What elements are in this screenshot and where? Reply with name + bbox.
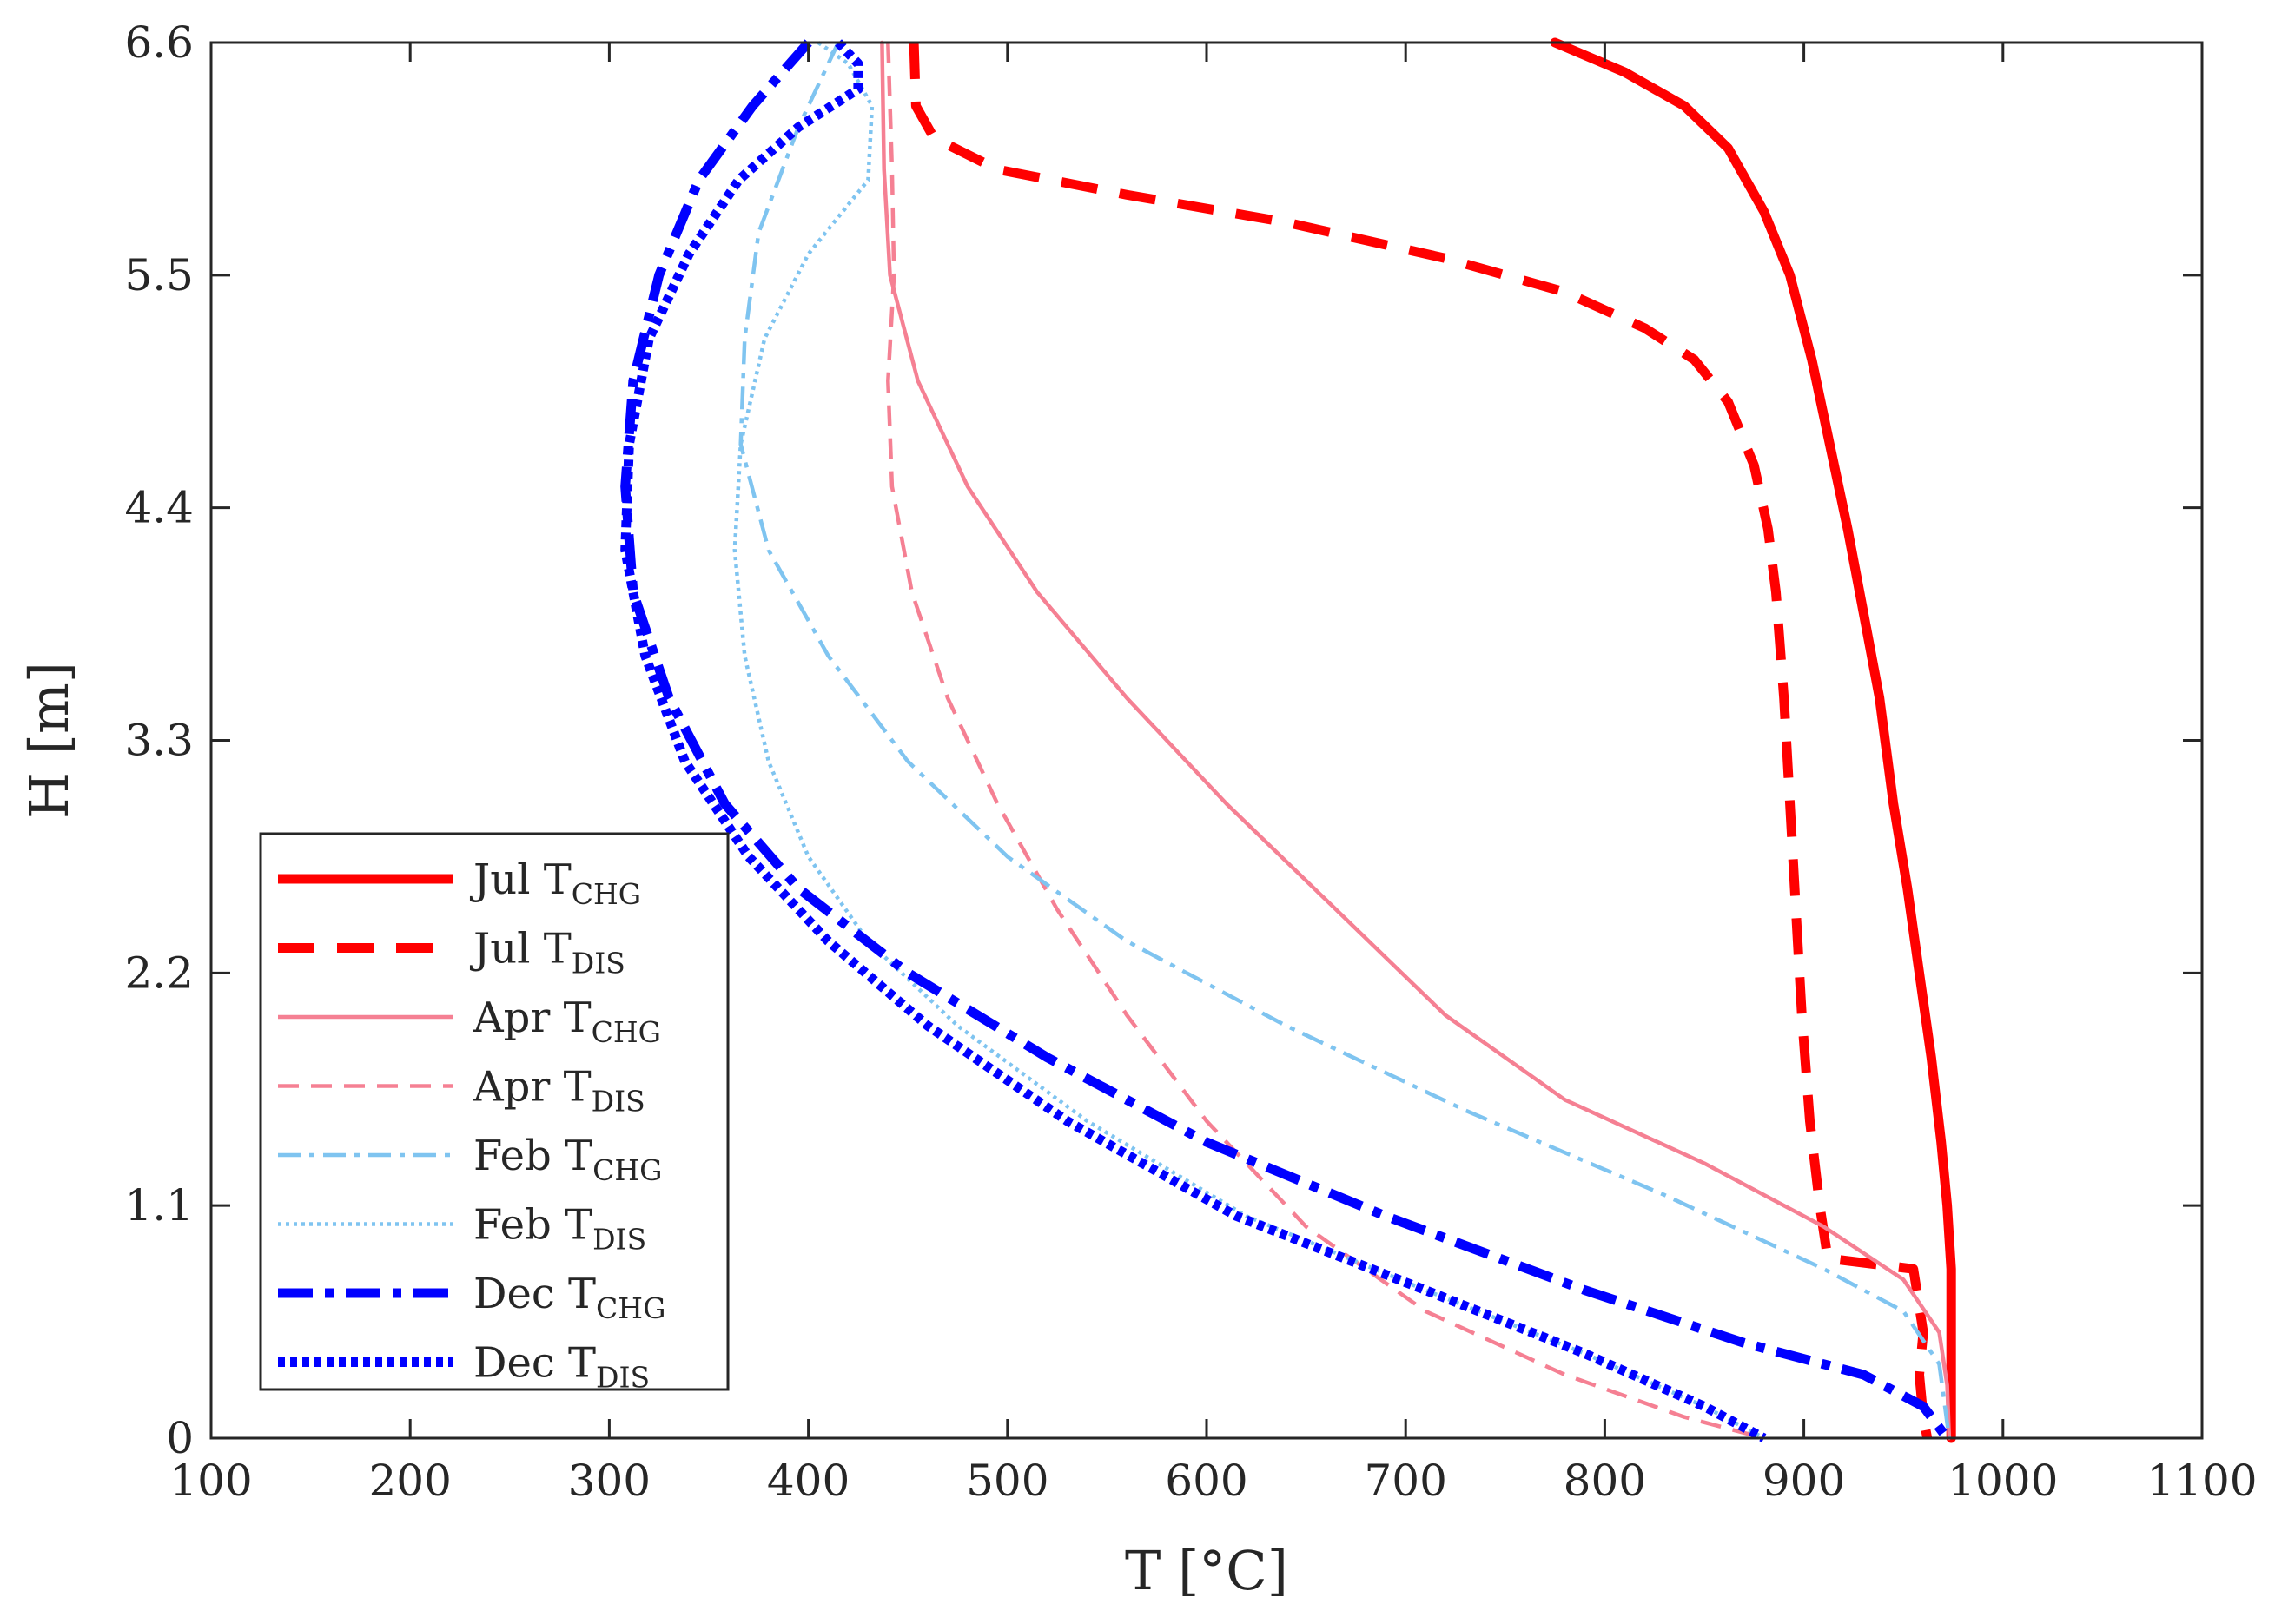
y-axis-label: H [m] [17, 662, 81, 819]
legend-item: Apr TCHG [278, 994, 661, 1049]
series-line-apr-t-dis [886, 42, 1765, 1441]
legend-label: Jul TDIS [469, 925, 625, 980]
x-axis-label: T [°C] [1125, 1539, 1288, 1602]
legend-label: Jul TCHG [469, 855, 641, 911]
legend-label-main: Jul T [469, 855, 572, 904]
series-line-feb-t-chg [738, 42, 1952, 1439]
y-tick-label: 4.4 [124, 483, 194, 533]
x-tick-label: 700 [1364, 1456, 1446, 1506]
legend-label-subscript: CHG [592, 1015, 661, 1049]
series-layer [620, 37, 1956, 1443]
legend-label-main: Apr T [473, 1063, 592, 1112]
series-line-feb-t-dis [732, 41, 1765, 1440]
legend-label: Dec TCHG [473, 1270, 665, 1325]
legend-item: Feb TCHG [278, 1132, 662, 1187]
y-tick-label: 2.2 [124, 947, 194, 998]
legend-label: Feb TDIS [473, 1201, 646, 1257]
x-tick-label: 600 [1165, 1456, 1247, 1506]
legend-label: Apr TCHG [473, 994, 661, 1049]
legend-label-subscript: DIS [592, 1085, 645, 1119]
y-tick-label: 5.5 [124, 250, 194, 300]
x-tick-label: 800 [1564, 1456, 1646, 1506]
legend-label-main: Feb T [473, 1132, 592, 1180]
legend-item: Dec TDIS [278, 1339, 650, 1395]
x-tick-label: 300 [568, 1456, 651, 1506]
x-tick-label: 500 [966, 1456, 1048, 1506]
legend-label-subscript: CHG [596, 1291, 665, 1325]
legend-item: Apr TDIS [278, 1063, 645, 1119]
legend-label-subscript: CHG [572, 877, 641, 911]
legend-label-subscript: DIS [596, 1361, 650, 1395]
legend-label-subscript: DIS [592, 1223, 646, 1257]
y-tick-label: 6.6 [124, 17, 194, 68]
x-tick-label: 100 [169, 1456, 252, 1506]
x-tick-label: 1000 [1948, 1456, 2058, 1506]
legend-label-main: Dec T [473, 1339, 596, 1388]
legend-item: Feb TDIS [278, 1201, 646, 1257]
series-line-jul-t-chg [1550, 37, 1956, 1443]
legend-label-subscript: CHG [592, 1153, 662, 1187]
legend-label-main: Apr T [473, 994, 592, 1042]
legend-item: Dec TCHG [278, 1270, 665, 1325]
x-tick-label: 400 [767, 1456, 850, 1506]
series-line-jul-t-dis [909, 42, 1933, 1440]
legend-label-main: Dec T [473, 1270, 596, 1318]
series-line-dec-t-dis [620, 39, 1767, 1442]
x-tick-label: 1100 [2146, 1456, 2257, 1506]
x-tick-label: 900 [1762, 1456, 1845, 1506]
legend-label: Dec TDIS [473, 1339, 650, 1395]
ticks-layer: 100 200 300 400 500 600 700 800 900 1000 1100 0 1.1 2… [124, 17, 2257, 1506]
legend-item: Jul TDIS [278, 925, 625, 980]
legend-label-main: Jul T [469, 925, 572, 974]
y-tick-label: 1.1 [124, 1180, 194, 1231]
legend-box [259, 832, 730, 1391]
y-tick-label: 3.3 [124, 716, 194, 766]
legend-label-subscript: DIS [572, 947, 625, 980]
y-tick-label: 0 [166, 1413, 194, 1463]
legend-item: Jul TCHG [278, 855, 641, 911]
series-line-dec-t-chg [620, 39, 1951, 1442]
legend-label: Apr TDIS [473, 1063, 645, 1119]
legend-label-main: Feb T [473, 1201, 592, 1250]
legend-label: Feb TCHG [473, 1132, 662, 1187]
series-line-apr-t-chg [880, 40, 1952, 1441]
x-tick-label: 200 [368, 1456, 451, 1506]
